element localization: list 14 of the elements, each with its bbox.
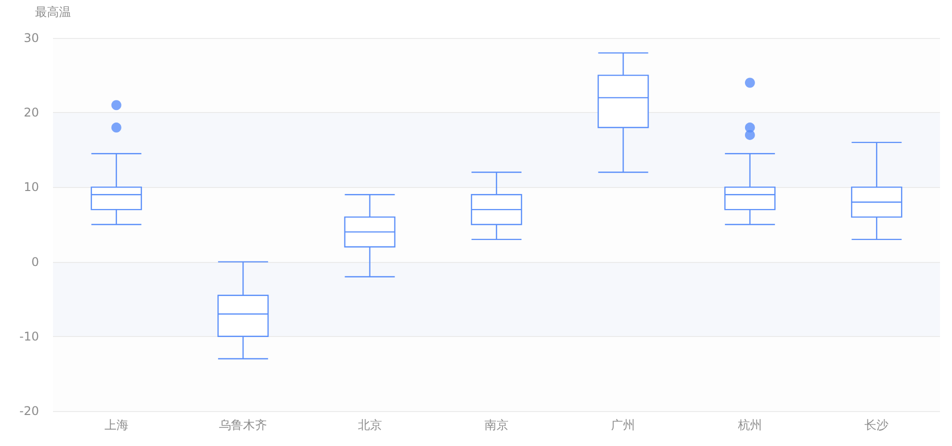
y-tick-label: 10 (24, 180, 39, 194)
y-tick-label: 30 (24, 31, 39, 45)
x-tick-label: 广州 (611, 418, 636, 432)
x-tick-label: 杭州 (736, 418, 762, 432)
y-axis-title: 最高温 (35, 5, 71, 19)
y-tick-label: -20 (19, 404, 39, 418)
y-tick-label: 0 (31, 254, 39, 269)
x-tick-label: 南京 (484, 418, 508, 432)
x-tick-label: 长沙 (864, 418, 889, 432)
x-tick-label: 北京 (358, 418, 382, 432)
y-tick-label: 20 (24, 106, 39, 120)
x-tick-label: 上海 (104, 418, 128, 432)
y-tick-label: -10 (19, 329, 39, 344)
x-tick-label: 乌鲁木齐 (219, 418, 268, 432)
